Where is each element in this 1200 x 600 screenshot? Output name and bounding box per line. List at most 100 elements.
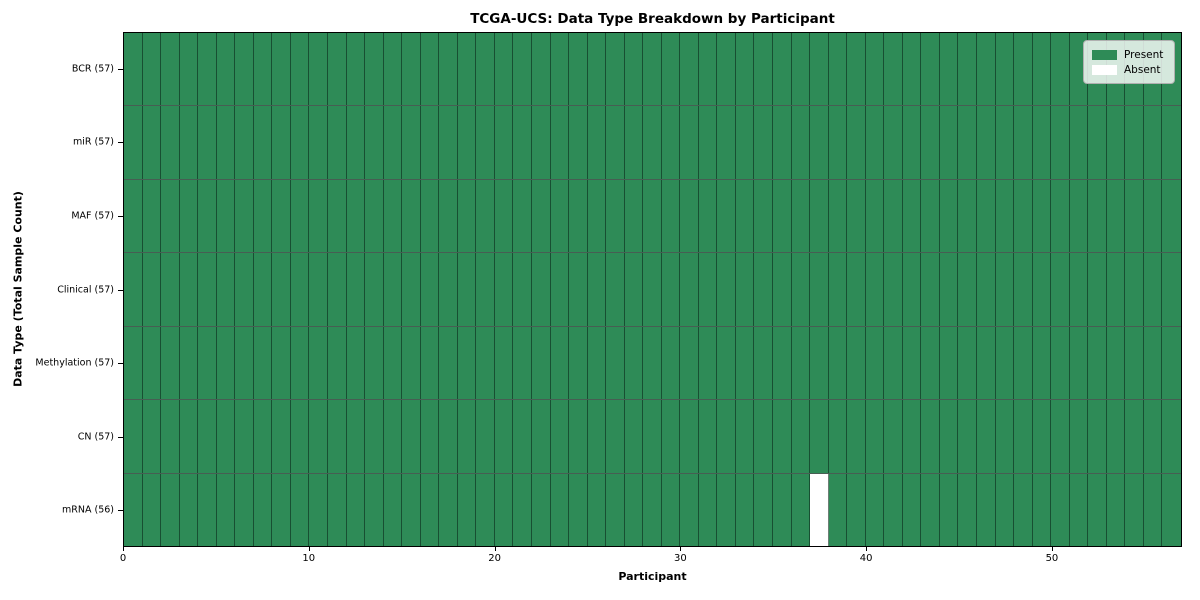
heatmap-cell-present bbox=[550, 253, 570, 326]
heatmap-cell-present bbox=[624, 253, 644, 326]
heatmap-cell-present bbox=[680, 33, 699, 106]
heatmap-cell-present bbox=[1106, 473, 1126, 546]
heatmap-cell-present bbox=[865, 400, 885, 473]
heatmap-cell-present bbox=[939, 400, 959, 473]
heatmap-cell-present bbox=[494, 400, 514, 473]
heatmap-row-bcr bbox=[124, 33, 1181, 106]
heatmap-cell-present bbox=[773, 326, 792, 400]
heatmap-cell-present bbox=[735, 253, 755, 326]
x-tick-mark bbox=[680, 547, 682, 551]
heatmap-cell-present bbox=[661, 106, 681, 179]
heatmap-cell-present bbox=[309, 473, 328, 546]
heatmap-cell-present bbox=[1032, 253, 1052, 326]
heatmap-cell-present bbox=[865, 179, 885, 253]
heatmap-cell-present bbox=[828, 473, 848, 546]
heatmap-cell-present bbox=[921, 33, 940, 106]
heatmap-cell-present bbox=[1051, 179, 1070, 253]
heatmap-row-clinical bbox=[124, 252, 1181, 326]
heatmap-cell-present bbox=[1069, 473, 1089, 546]
x-tick-label: 50 bbox=[1045, 553, 1059, 564]
heatmap-cell-present bbox=[606, 400, 625, 473]
heatmap-cell-present bbox=[958, 400, 978, 473]
heatmap-cell-present bbox=[161, 326, 180, 400]
plot-area bbox=[123, 32, 1182, 547]
heatmap-cell-present bbox=[717, 253, 736, 326]
heatmap-cell-present bbox=[643, 33, 662, 106]
heatmap-cell-present bbox=[587, 179, 607, 253]
y-tick-label-cn: CN (57) bbox=[77, 431, 114, 443]
heatmap-cell-present bbox=[124, 326, 143, 400]
heatmap-cell-present bbox=[1088, 326, 1107, 400]
heatmap-cell-present bbox=[402, 326, 421, 400]
heatmap-cell-present bbox=[810, 253, 829, 326]
heatmap-cell-present bbox=[383, 473, 403, 546]
heatmap-cell-present bbox=[346, 473, 366, 546]
heatmap-cell-present bbox=[494, 106, 514, 179]
heatmap-cell-present bbox=[420, 473, 440, 546]
heatmap-cell-present bbox=[1051, 473, 1070, 546]
heatmap-cell-present bbox=[902, 179, 922, 253]
heatmap-cell-present bbox=[847, 326, 866, 400]
heatmap-cell-present bbox=[309, 106, 328, 179]
heatmap-cell-present bbox=[216, 473, 236, 546]
heatmap-cell-present bbox=[698, 33, 718, 106]
heatmap-cell-present bbox=[1014, 473, 1033, 546]
heatmap-cell-present bbox=[550, 179, 570, 253]
heatmap-cell-present bbox=[884, 179, 903, 253]
heatmap-cell-present bbox=[977, 253, 996, 326]
heatmap-cell-present bbox=[327, 106, 347, 179]
heatmap-row-maf bbox=[124, 178, 1181, 253]
heatmap-cell-present bbox=[365, 473, 384, 546]
heatmap-cell-present bbox=[309, 326, 328, 400]
heatmap-cell-present bbox=[847, 253, 866, 326]
heatmap-cell-present bbox=[457, 106, 477, 179]
heatmap-cell-present bbox=[1162, 179, 1181, 253]
heatmap-cell-present bbox=[309, 400, 328, 473]
heatmap-cell-present bbox=[365, 326, 384, 400]
heatmap-cell-present bbox=[531, 33, 551, 106]
heatmap-cell-present bbox=[198, 106, 217, 179]
heatmap-cell-present bbox=[179, 179, 199, 253]
heatmap-cell-present bbox=[773, 400, 792, 473]
heatmap-cell-present bbox=[1162, 473, 1181, 546]
heatmap-cell-present bbox=[1032, 473, 1052, 546]
heatmap-cell-present bbox=[995, 326, 1015, 400]
heatmap-cell-present bbox=[773, 179, 792, 253]
heatmap-cell-present bbox=[754, 106, 774, 179]
heatmap-cell-present bbox=[958, 253, 978, 326]
heatmap-cell-present bbox=[958, 106, 978, 179]
heatmap-cell-present bbox=[420, 33, 440, 106]
heatmap-cell-present bbox=[1143, 473, 1163, 546]
heatmap-cell-present bbox=[346, 400, 366, 473]
heatmap-cell-present bbox=[995, 179, 1015, 253]
heatmap-cell-present bbox=[531, 253, 551, 326]
heatmap-cell-present bbox=[290, 400, 310, 473]
y-tick-mark bbox=[118, 142, 123, 144]
heatmap-cell-present bbox=[902, 253, 922, 326]
x-tick-mark bbox=[308, 547, 310, 551]
heatmap-cell-present bbox=[494, 473, 514, 546]
heatmap-cell-present bbox=[569, 253, 588, 326]
heatmap-cell-present bbox=[1032, 400, 1052, 473]
heatmap-cell-present bbox=[402, 253, 421, 326]
heatmap-cell-present bbox=[1143, 400, 1163, 473]
y-tick-mark bbox=[118, 68, 123, 70]
heatmap-cell-present bbox=[735, 400, 755, 473]
heatmap-cell-present bbox=[253, 179, 273, 253]
heatmap-cell-present bbox=[290, 33, 310, 106]
heatmap-cell-present bbox=[309, 33, 328, 106]
heatmap-cell-present bbox=[1088, 253, 1107, 326]
heatmap-cell-present bbox=[810, 326, 829, 400]
heatmap-cell-present bbox=[124, 400, 143, 473]
heatmap-cell-present bbox=[365, 106, 384, 179]
heatmap-cell-present bbox=[624, 33, 644, 106]
heatmap-cell-present bbox=[698, 400, 718, 473]
heatmap-cell-present bbox=[754, 400, 774, 473]
heatmap-cell-present bbox=[179, 400, 199, 473]
heatmap-cell-present bbox=[828, 326, 848, 400]
heatmap-cell-present bbox=[1014, 253, 1033, 326]
heatmap-cell-present bbox=[606, 106, 625, 179]
heatmap-cell-present bbox=[698, 326, 718, 400]
heatmap-cell-present bbox=[1032, 179, 1052, 253]
heatmap-cell-present bbox=[383, 326, 403, 400]
